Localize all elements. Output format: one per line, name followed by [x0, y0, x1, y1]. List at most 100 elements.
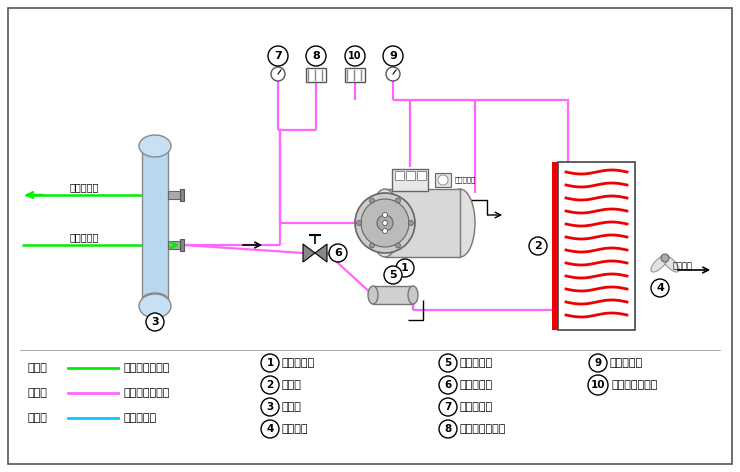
Circle shape: [384, 266, 402, 284]
Text: 冷凝器: 冷凝器: [282, 380, 302, 390]
Circle shape: [369, 243, 374, 248]
Circle shape: [408, 220, 414, 226]
Text: 4: 4: [266, 424, 274, 434]
Circle shape: [268, 46, 288, 66]
Circle shape: [439, 420, 457, 438]
Circle shape: [529, 237, 547, 255]
Text: 蒸发器: 蒸发器: [282, 402, 302, 412]
Circle shape: [396, 259, 414, 277]
Circle shape: [261, 354, 279, 372]
Bar: [168, 241, 182, 249]
Bar: [406, 171, 415, 180]
Circle shape: [146, 313, 164, 331]
Text: 冷却风扇: 冷却风扇: [282, 424, 309, 434]
Bar: [142, 148, 168, 300]
Bar: [435, 173, 451, 187]
Text: 3: 3: [266, 402, 274, 412]
Text: 5: 5: [445, 358, 451, 368]
Text: 2: 2: [266, 380, 274, 390]
Circle shape: [651, 279, 669, 297]
Text: 6: 6: [445, 380, 451, 390]
Text: 供液膨胀阀: 供液膨胀阀: [460, 380, 493, 390]
Circle shape: [383, 228, 388, 234]
Bar: [306, 68, 326, 82]
Circle shape: [438, 175, 448, 185]
Ellipse shape: [142, 293, 168, 307]
Text: 红色线: 红色线: [28, 388, 48, 398]
Circle shape: [395, 243, 400, 248]
Ellipse shape: [445, 189, 475, 257]
Bar: [180, 239, 184, 251]
Text: 高压压力控制器: 高压压力控制器: [611, 380, 657, 390]
Text: 高压压力表: 高压压力表: [610, 358, 643, 368]
Text: 蓝色线: 蓝色线: [28, 413, 48, 423]
Bar: [180, 189, 184, 201]
Text: 9: 9: [594, 358, 602, 368]
Ellipse shape: [142, 141, 168, 155]
Text: 6: 6: [334, 248, 342, 258]
Text: 干燥过滤器: 干燥过滤器: [460, 358, 493, 368]
Circle shape: [261, 398, 279, 416]
Text: 9: 9: [389, 51, 397, 61]
Bar: [345, 68, 365, 82]
Text: 低压压力表: 低压压力表: [460, 402, 493, 412]
Circle shape: [369, 198, 374, 203]
Text: 8: 8: [312, 51, 320, 61]
Circle shape: [439, 376, 457, 394]
Circle shape: [395, 198, 400, 203]
Text: 螺杆压缩机: 螺杆压缩机: [282, 358, 315, 368]
Ellipse shape: [662, 255, 679, 272]
Circle shape: [261, 420, 279, 438]
Circle shape: [357, 220, 362, 226]
Bar: [395, 171, 404, 180]
Text: 7: 7: [444, 402, 451, 412]
Circle shape: [329, 244, 347, 262]
Ellipse shape: [368, 286, 378, 304]
Text: 10: 10: [349, 51, 362, 61]
Circle shape: [361, 199, 409, 247]
Text: 1: 1: [266, 358, 274, 368]
Circle shape: [383, 220, 388, 226]
Bar: [392, 169, 428, 191]
Polygon shape: [315, 244, 327, 262]
Ellipse shape: [139, 294, 171, 318]
Text: 绿色线: 绿色线: [28, 363, 48, 373]
Bar: [373, 286, 413, 304]
Text: 8: 8: [445, 424, 451, 434]
Text: 4: 4: [656, 283, 664, 293]
Circle shape: [589, 354, 607, 372]
Circle shape: [383, 46, 403, 66]
Text: 低压压力控制器: 低压压力控制器: [460, 424, 506, 434]
Text: 高压气液闪: 高压气液闪: [455, 177, 477, 183]
Text: 载冷剂循环回路: 载冷剂循环回路: [124, 363, 170, 373]
Ellipse shape: [139, 135, 171, 157]
Text: 1: 1: [401, 263, 409, 273]
Bar: [552, 162, 558, 330]
Bar: [385, 189, 460, 257]
Circle shape: [377, 215, 393, 231]
Ellipse shape: [370, 189, 400, 257]
Circle shape: [261, 376, 279, 394]
Text: 风冷冷凝: 风冷冷凝: [673, 261, 693, 270]
Text: 5: 5: [389, 270, 397, 280]
Text: 2: 2: [534, 241, 542, 251]
Ellipse shape: [408, 286, 418, 304]
Bar: [168, 191, 182, 199]
Text: 7: 7: [274, 51, 282, 61]
Circle shape: [345, 46, 365, 66]
Circle shape: [306, 46, 326, 66]
Bar: [558, 162, 635, 330]
Circle shape: [439, 398, 457, 416]
Text: 水循环回路: 水循环回路: [124, 413, 157, 423]
Polygon shape: [303, 244, 315, 262]
Circle shape: [355, 193, 415, 253]
Text: 载冷剂流入: 载冷剂流入: [70, 232, 99, 242]
Circle shape: [439, 354, 457, 372]
Circle shape: [588, 375, 608, 395]
Bar: [417, 171, 426, 180]
Text: 载冷剂出口: 载冷剂出口: [70, 182, 99, 192]
Text: 制冷剂循环回路: 制冷剂循环回路: [124, 388, 170, 398]
Circle shape: [383, 212, 388, 218]
Circle shape: [661, 254, 669, 262]
Ellipse shape: [651, 255, 667, 272]
